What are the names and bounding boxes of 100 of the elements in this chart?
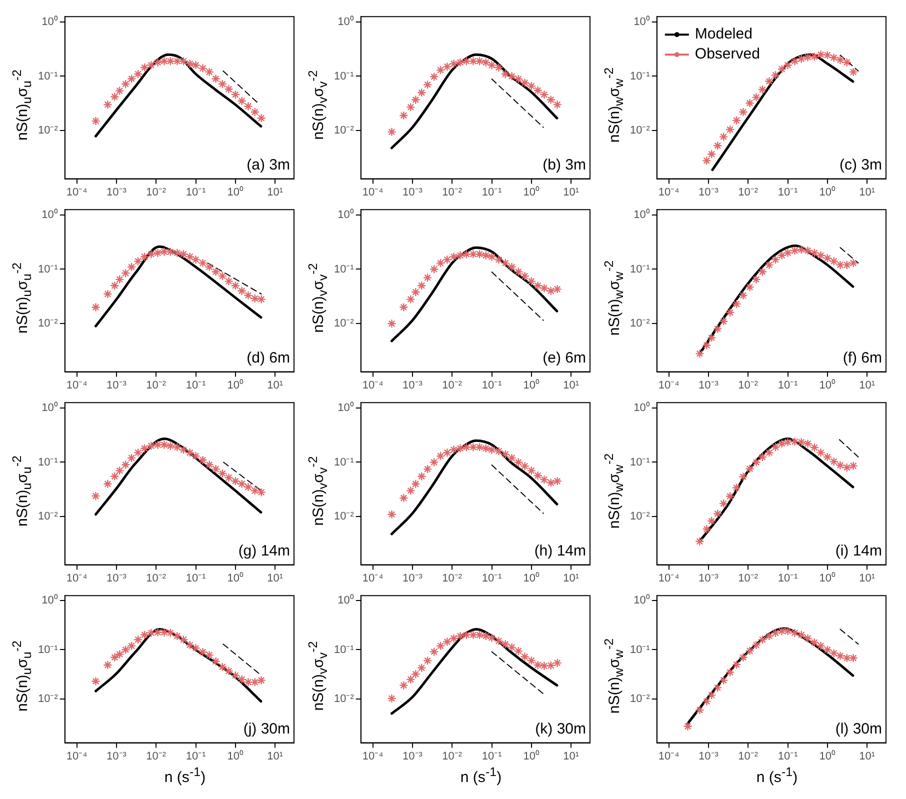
point xyxy=(783,248,792,258)
point xyxy=(146,249,156,259)
y-tick-label: 10⁻¹ xyxy=(334,456,354,468)
y-tick-label: 10⁻¹ xyxy=(334,263,354,276)
point xyxy=(533,281,542,290)
y-tick-label: 10⁰ xyxy=(42,593,58,606)
point xyxy=(796,630,806,640)
point xyxy=(456,250,465,260)
point xyxy=(758,452,768,462)
point xyxy=(514,458,524,467)
y-tick-label: 10⁻² xyxy=(38,318,58,330)
y-tick-label: 10⁻² xyxy=(630,318,650,330)
y-tick-label: 10⁰ xyxy=(42,14,58,28)
x-tick-label: 10⁻⁴ xyxy=(66,750,88,762)
point xyxy=(507,642,516,652)
point xyxy=(738,107,748,117)
x-tick-label: 10¹ xyxy=(859,750,876,762)
y-tick-label: 10⁰ xyxy=(42,208,58,221)
point xyxy=(468,56,478,66)
x-tick-label: 10⁻⁴ xyxy=(658,750,680,762)
point xyxy=(417,472,426,481)
x-tick-label: 10⁻⁴ xyxy=(362,186,384,198)
point xyxy=(552,658,562,668)
point xyxy=(836,651,845,660)
point xyxy=(429,72,439,82)
point xyxy=(172,631,182,641)
point xyxy=(796,437,806,447)
x-tick-label: 10⁻¹ xyxy=(482,379,502,392)
x-tick-label: 10¹ xyxy=(859,379,876,392)
point xyxy=(449,634,458,643)
point xyxy=(224,666,234,676)
point xyxy=(256,676,266,685)
point xyxy=(822,645,832,654)
point xyxy=(540,661,549,671)
point xyxy=(218,271,228,281)
x-tick-label: 10⁻¹ xyxy=(778,379,798,392)
x-tick-label: 10⁻³ xyxy=(106,186,127,198)
x-tick-label: 10⁻⁴ xyxy=(66,572,88,584)
y-tick-label: 10⁻² xyxy=(630,124,650,137)
x-tick-label: 10⁻³ xyxy=(106,750,127,762)
point xyxy=(474,249,484,259)
point xyxy=(191,255,200,264)
point xyxy=(474,56,484,66)
x-tick-label: 10⁻³ xyxy=(698,186,719,198)
point xyxy=(456,444,465,453)
point xyxy=(770,442,780,452)
point xyxy=(758,267,768,276)
point xyxy=(822,50,832,60)
point xyxy=(185,448,194,458)
point xyxy=(546,286,556,296)
point xyxy=(126,262,136,272)
point xyxy=(115,650,124,659)
point xyxy=(707,516,716,526)
point xyxy=(725,308,735,318)
x-axis-title: n (s$^{-1}$) xyxy=(459,765,503,786)
point xyxy=(810,52,820,62)
point xyxy=(115,86,124,96)
point xyxy=(218,662,228,672)
point xyxy=(126,453,136,463)
point xyxy=(237,286,246,296)
y-tick-label: 10⁻¹ xyxy=(38,456,58,468)
x-tick-label: 10⁰ xyxy=(523,185,540,198)
legend-label: Modeled xyxy=(694,26,752,43)
y-tick-label: 10⁻¹ xyxy=(334,70,354,82)
y-tick-label: 10⁻² xyxy=(334,510,354,523)
y-tick-label: 10⁻² xyxy=(630,693,650,706)
point xyxy=(816,641,826,650)
point xyxy=(842,462,852,472)
point xyxy=(230,90,240,100)
point xyxy=(725,492,735,501)
x-tick-label: 10⁻² xyxy=(146,186,166,198)
point xyxy=(462,442,472,452)
point xyxy=(140,252,150,262)
x-tick-label: 10¹ xyxy=(859,572,876,584)
point xyxy=(546,660,556,670)
x-tick-label: 10⁻⁴ xyxy=(658,572,680,584)
point xyxy=(816,50,826,60)
y-tick-label: 10⁰ xyxy=(338,208,354,221)
annotation: (a) 3m xyxy=(246,156,290,174)
point xyxy=(540,284,549,293)
point xyxy=(848,461,858,470)
point xyxy=(540,474,549,484)
point xyxy=(133,448,143,458)
point xyxy=(822,254,832,263)
x-tick-label: 10⁻³ xyxy=(402,750,423,762)
point xyxy=(507,453,516,463)
point xyxy=(126,74,136,84)
point xyxy=(429,458,439,467)
x-tick-label: 10⁰ xyxy=(523,749,540,762)
annotation: (f) 6m xyxy=(842,349,882,366)
point xyxy=(422,464,432,474)
x-tick-label: 10⁻⁴ xyxy=(362,572,384,584)
point xyxy=(224,84,234,94)
point xyxy=(191,60,200,70)
point xyxy=(449,252,458,262)
annotation: (i) 14m xyxy=(835,542,882,560)
point xyxy=(442,448,452,458)
point xyxy=(204,650,214,660)
point xyxy=(520,652,530,662)
x-tick-label: 10¹ xyxy=(859,186,876,198)
